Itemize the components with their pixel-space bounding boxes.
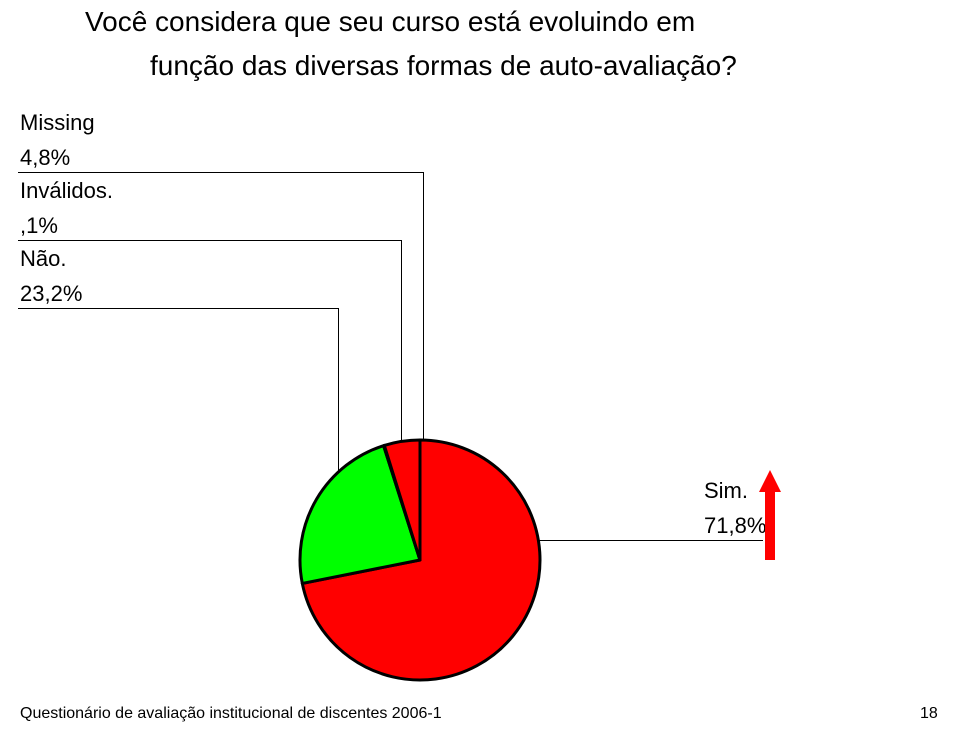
up-arrow-icon [759,470,781,560]
slice-value-sim: 71,8% [704,513,766,539]
slice-label-missing: Missing [20,110,95,136]
leader-line [18,308,338,309]
slice-label-invalidos: Inválidos. [20,178,113,204]
leader-tick [423,172,424,439]
leader-line [18,172,423,173]
slice-value-missing: 4,8% [20,145,70,171]
leader-line [18,240,401,241]
footer-text: Questionário de avaliação institucional … [20,705,442,723]
chart-title-line1: Você considera que seu curso está evolui… [85,6,695,38]
slice-label-sim: Sim. [704,478,748,504]
slice-label-nao: Não. [20,246,66,272]
chart-title-line2: função das diversas formas de auto-avali… [150,50,737,82]
page-number: 18 [920,705,938,723]
pie-chart [270,410,570,710]
slice-value-nao: 23,2% [20,281,82,307]
slice-value-invalidos: ,1% [20,213,58,239]
